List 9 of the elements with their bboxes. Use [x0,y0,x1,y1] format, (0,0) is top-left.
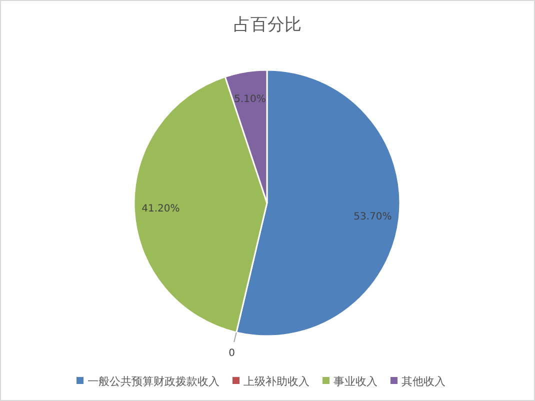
data-label: 5.10% [234,94,266,105]
legend-label: 一般公共预算财政拨款收入 [88,375,220,388]
legend-label: 上级补助收入 [244,375,310,388]
legend-label: 其他收入 [402,375,446,388]
chart-title: 占百分比 [234,15,302,35]
data-label: 41.20% [142,204,180,215]
legend-label: 事业收入 [334,375,378,388]
text: 0 [228,348,235,359]
data-label: 53.70% [354,211,392,222]
